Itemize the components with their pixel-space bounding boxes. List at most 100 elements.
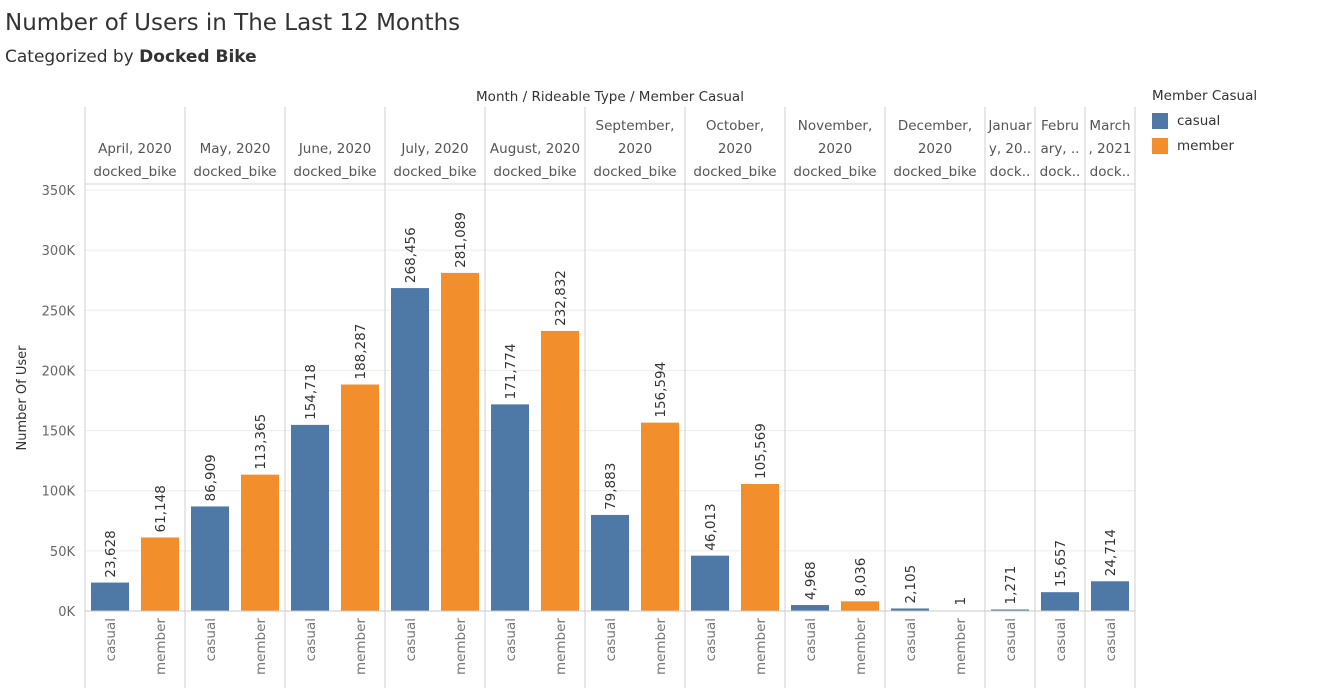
rideable-type-header: docked_bike [493,164,576,180]
rideable-type-header: docked_bike [793,164,876,180]
x-category-label: member [353,618,369,675]
bar-casual [291,424,329,611]
month-header: November, [798,118,873,134]
chart-subtitle: Categorized by Docked Bike [5,47,257,67]
rideable-type-header: dock.. [1090,164,1131,180]
x-category-label: casual [103,618,119,661]
x-category-label: member [753,618,769,675]
y-tick-label: 200K [42,364,76,379]
x-category-label: casual [203,618,219,661]
y-tick-label: 250K [42,304,76,319]
bar-casual [391,288,429,611]
data-label: 154,718 [303,364,319,420]
y-tick-label: 350K [42,184,76,199]
rideable-type-header: docked_bike [593,164,676,180]
y-tick-label: 50K [50,545,76,560]
y-tick-label: 100K [42,485,76,500]
x-category-label: member [153,618,169,675]
data-label: 61,148 [153,485,169,532]
bar-member [641,422,679,611]
x-category-label: member [453,618,469,675]
data-label: 232,832 [553,270,569,326]
bar-member [441,272,479,611]
x-category-label: casual [803,618,819,661]
bar-casual [1091,581,1129,611]
data-label: 86,909 [203,454,219,501]
month-header: October, [706,118,764,134]
rideable-type-header: docked_bike [893,164,976,180]
bar-casual [691,555,729,611]
column-header-title: Month / Rideable Type / Member Casual [476,89,744,105]
bar-member [241,474,279,611]
month-header: September, [596,118,675,134]
bar-casual [191,506,229,611]
bar-member [841,601,879,611]
data-label: 4,968 [803,561,819,600]
data-label: 15,657 [1053,540,1069,587]
rideable-type-header: docked_bike [193,164,276,180]
bar-casual [891,608,929,611]
month-header: ary, .. [1041,141,1080,157]
data-label: 188,287 [353,324,369,380]
bar-casual [1041,592,1079,611]
month-header: 2020 [818,141,852,157]
month-header: 2020 [918,141,952,157]
month-header: March [1089,118,1130,134]
rideable-type-header: docked_bike [693,164,776,180]
x-category-label: casual [603,618,619,661]
x-category-label: casual [1053,618,1069,661]
x-category-label: casual [1103,618,1119,661]
y-tick-label: 150K [42,425,76,440]
x-category-label: member [653,618,669,675]
x-category-label: member [253,618,269,675]
data-label: 1 [953,597,969,606]
x-category-label: casual [303,618,319,661]
month-header: 2020 [618,141,652,157]
legend-title: Member Casual [1152,88,1258,104]
rideable-type-header: dock.. [990,164,1031,180]
month-header: , 2021 [1089,141,1132,157]
month-header: 2020 [718,141,752,157]
legend-swatch-member [1152,137,1168,154]
legend-label-casual: casual [1177,112,1221,129]
month-header: June, 2020 [298,141,371,157]
rideable-type-header: dock.. [1040,164,1081,180]
data-label: 46,013 [703,503,719,550]
legend-item-casual[interactable]: casual [1152,108,1257,133]
x-category-label: member [553,618,569,675]
data-label: 113,365 [253,414,269,470]
bar-member [341,384,379,611]
month-header: May, 2020 [200,141,271,157]
data-label: 24,714 [1103,529,1119,576]
x-category-label: casual [703,618,719,661]
data-label: 105,569 [753,423,769,479]
month-header: December, [898,118,972,134]
legend-label-member: member [1177,137,1235,154]
bar-member [141,537,179,611]
bar-casual [591,514,629,611]
month-header: July, 2020 [400,141,468,157]
y-tick-label: 300K [42,244,76,259]
month-header: August, 2020 [490,141,580,157]
y-tick-label: 0K [58,605,75,620]
legend: Member Casual casual member [1152,88,1257,158]
bar-member [541,330,579,611]
subtitle-prefix: Categorized by [5,47,140,67]
data-label: 171,774 [503,344,519,400]
subtitle-bold: Docked Bike [139,47,257,67]
rideable-type-header: docked_bike [393,164,476,180]
x-category-label: member [853,618,869,675]
bar-casual [791,605,829,611]
month-header: Januar [987,118,1032,134]
bar-casual [91,582,129,611]
legend-item-member[interactable]: member [1152,133,1257,158]
month-header: Febru [1041,118,1079,134]
x-category-label: casual [903,618,919,661]
bar-casual [991,609,1029,611]
x-category-label: casual [403,618,419,661]
bar-casual [491,404,529,611]
data-label: 79,883 [603,463,619,510]
x-category-label: casual [1003,618,1019,661]
rideable-type-header: docked_bike [93,164,176,180]
